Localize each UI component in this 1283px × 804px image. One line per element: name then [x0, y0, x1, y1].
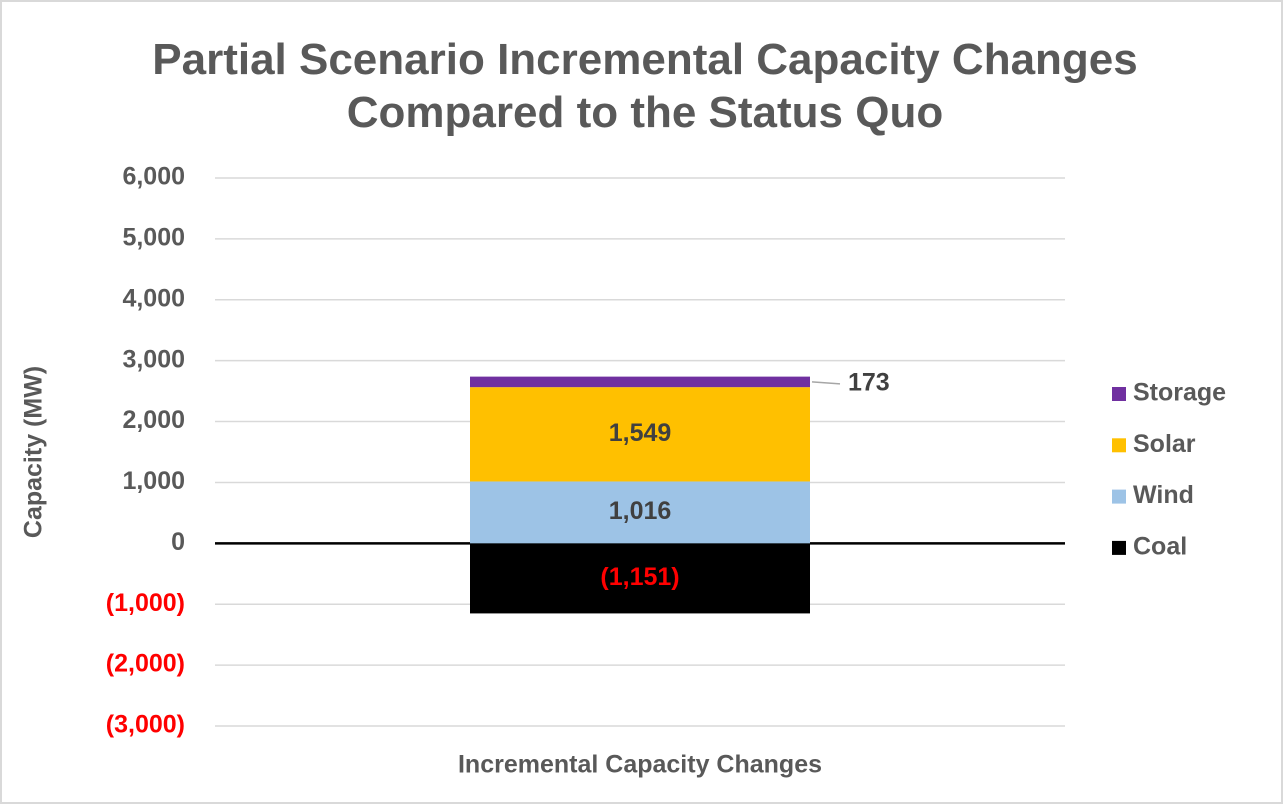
chart-title: Partial Scenario Incremental Capacity Ch… [152, 35, 1138, 137]
y-tick-label: 1,000 [122, 467, 185, 495]
y-tick-label: 4,000 [122, 284, 185, 312]
legend-swatch [1112, 387, 1126, 401]
y-tick-label: 0 [171, 528, 185, 556]
data-label: 173 [848, 368, 890, 396]
y-axis-label: Capacity (MW) [20, 366, 48, 538]
legend-swatch [1112, 489, 1126, 504]
y-tick-label: 5,000 [122, 223, 185, 251]
x-tick-label: Incremental Capacity Changes [458, 751, 822, 779]
y-tick-label: 6,000 [122, 163, 185, 191]
legend-label: Coal [1133, 533, 1187, 561]
y-tick-label: (3,000) [106, 711, 185, 739]
data-label: 1,016 [609, 497, 672, 525]
y-tick-label: (2,000) [106, 650, 185, 678]
bar-segment [470, 543, 810, 614]
legend-label: Solar [1133, 430, 1196, 458]
bar-segment [470, 481, 810, 544]
leader-line [811, 381, 841, 385]
legend-label: Wind [1133, 481, 1194, 509]
legend-label: Storage [1133, 379, 1226, 407]
bar-segment [470, 387, 810, 482]
legend-swatch [1112, 438, 1126, 453]
y-tick-label: 3,000 [122, 345, 185, 373]
y-tick-label: (1,000) [106, 589, 185, 617]
legend-swatch [1112, 540, 1126, 555]
bar-segment [470, 376, 810, 388]
data-label: (1,151) [600, 563, 679, 591]
data-label: 1,549 [609, 419, 672, 447]
y-tick-label: 2,000 [122, 406, 185, 434]
